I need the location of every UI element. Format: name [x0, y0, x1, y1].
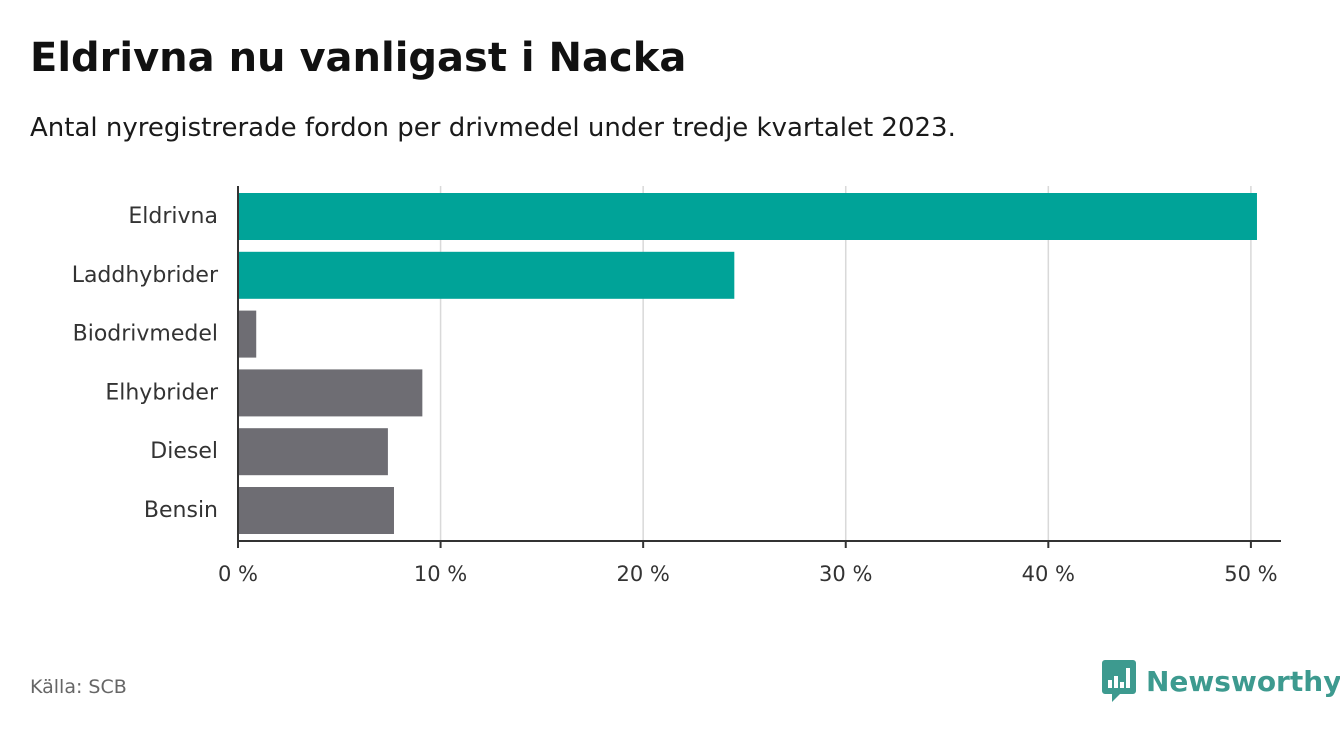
bar-laddhybrider [238, 251, 735, 299]
brand-name: Newsworthy [1146, 664, 1340, 698]
newsworthy-logo: Newsworthy [1102, 660, 1340, 702]
bar-elhybrider [238, 369, 423, 417]
category-label: Laddhybrider [72, 263, 219, 288]
tick-label: 40 % [1022, 562, 1075, 586]
category-label: Elhybrider [105, 380, 219, 405]
bar-diesel [238, 428, 388, 476]
tick-label: 10 % [414, 562, 467, 586]
tick-label: 30 % [819, 562, 872, 586]
category-label: Bensin [144, 498, 218, 523]
category-labels: Eldrivna Laddhybrider Biodrivmedel Elhybrid… [72, 204, 219, 523]
bar-chart-logo-icon [1102, 660, 1136, 702]
source-note: Källa: SCB [30, 676, 127, 698]
x-axis: 0 % 10 % 20 % 30 % 40 % 50 % [218, 186, 1281, 586]
bars [238, 193, 1257, 534]
chart-subtitle: Antal nyregistrerade fordon per drivmede… [30, 113, 956, 143]
tick-label: 0 % [218, 562, 258, 586]
bar-biodrivmedel [238, 310, 257, 358]
chart-title: Eldrivna nu vanligast i Nacka [30, 35, 687, 81]
tick-label: 20 % [616, 562, 669, 586]
gridlines [439, 186, 1252, 541]
category-label: Eldrivna [128, 204, 218, 229]
category-label: Diesel [150, 439, 218, 464]
bar-bensin [238, 487, 394, 534]
category-label: Biodrivmedel [73, 322, 218, 347]
bar-chart: Eldrivna Laddhybrider Biodrivmedel Elhybrid… [72, 186, 1281, 586]
tick-label: 50 % [1224, 562, 1277, 586]
bar-eldrivna [238, 193, 1257, 240]
